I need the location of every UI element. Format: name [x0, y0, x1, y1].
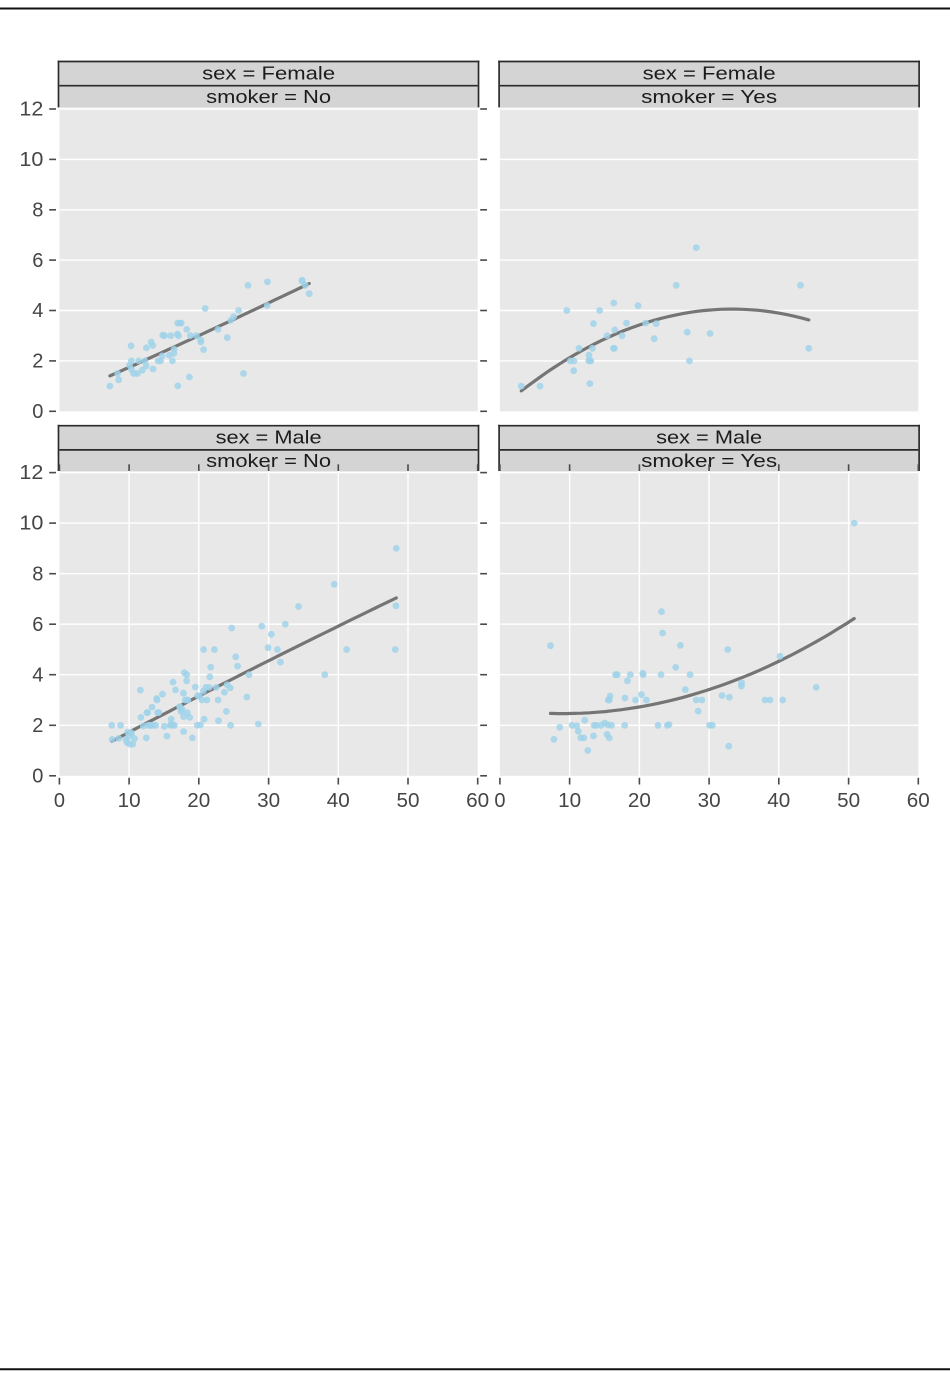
svg-text:smoker = Yes: smoker = Yes [641, 451, 777, 471]
svg-text:smoker = Yes: smoker = Yes [641, 87, 777, 107]
svg-text:sex = Male: sex = Male [656, 428, 762, 448]
svg-text:20: 20 [628, 790, 651, 812]
svg-text:30: 30 [698, 790, 721, 812]
svg-text:0: 0 [54, 790, 65, 812]
svg-text:smoker = No: smoker = No [206, 451, 331, 471]
svg-text:10: 10 [19, 149, 43, 171]
svg-text:0: 0 [32, 765, 43, 787]
svg-text:6: 6 [32, 614, 43, 636]
svg-text:50: 50 [397, 790, 420, 812]
svg-text:sex = Female: sex = Female [643, 64, 776, 84]
svg-text:10: 10 [19, 513, 43, 535]
svg-text:2: 2 [32, 715, 43, 737]
svg-text:sex = Female: sex = Female [202, 64, 335, 84]
svg-text:sex = Male: sex = Male [216, 428, 322, 448]
svg-text:10: 10 [558, 790, 581, 812]
svg-text:8: 8 [32, 199, 43, 221]
svg-text:8: 8 [32, 563, 43, 585]
svg-text:smoker = No: smoker = No [206, 87, 331, 107]
svg-text:12: 12 [19, 462, 43, 484]
svg-text:4: 4 [32, 300, 43, 322]
svg-text:0: 0 [32, 401, 43, 423]
svg-text:60: 60 [466, 790, 489, 812]
svg-text:4: 4 [32, 664, 43, 686]
svg-text:30: 30 [257, 790, 280, 812]
svg-text:20: 20 [187, 790, 210, 812]
svg-text:40: 40 [767, 790, 790, 812]
svg-text:50: 50 [837, 790, 860, 812]
svg-text:12: 12 [19, 99, 43, 121]
svg-text:6: 6 [32, 250, 43, 272]
svg-text:2: 2 [32, 351, 43, 373]
svg-text:40: 40 [327, 790, 350, 812]
svg-text:0: 0 [494, 790, 505, 812]
svg-text:60: 60 [907, 790, 930, 812]
svg-text:10: 10 [118, 790, 141, 812]
